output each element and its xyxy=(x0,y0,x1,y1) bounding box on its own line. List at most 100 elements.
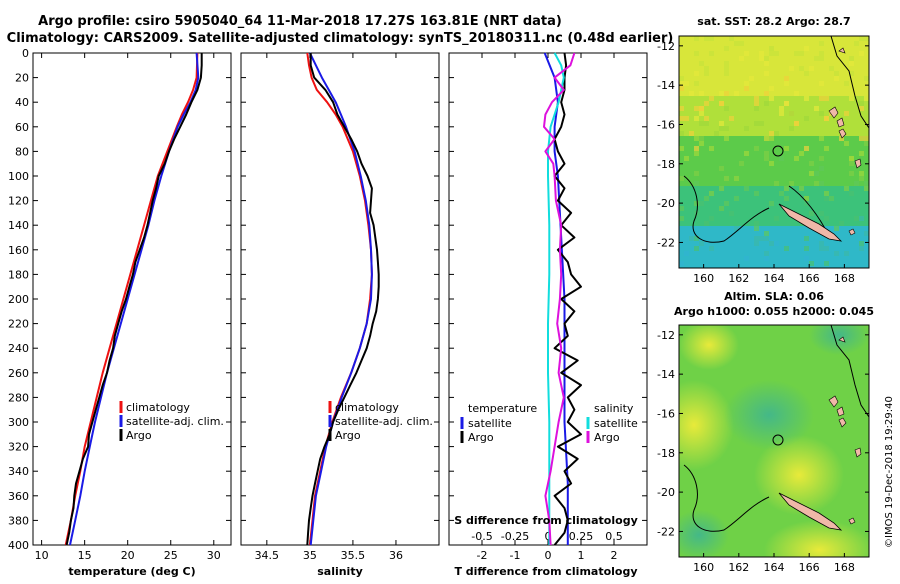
depth-tick-label: 20 xyxy=(15,72,29,85)
lon-tick-label: 162 xyxy=(728,561,749,574)
s-diff-tick-label: -0.25 xyxy=(501,530,529,543)
legend-label-climatology: climatology xyxy=(335,401,399,414)
series-line-t-satellite xyxy=(543,52,569,545)
legend-label-satellite: satellite-adj. clim. xyxy=(335,415,433,428)
depth-tick-label: 360 xyxy=(8,490,29,503)
depth-tick-label: 240 xyxy=(8,342,29,355)
lat-tick-label: -18 xyxy=(657,447,675,460)
x-tick-label: -1 xyxy=(510,549,521,562)
s-diff-tick-label: 0.5 xyxy=(605,530,623,543)
x-tick-label: 36 xyxy=(389,549,403,562)
s-diff-tick-label: 0 xyxy=(545,530,552,543)
argo-location-marker xyxy=(772,145,784,157)
depth-tick-label: 200 xyxy=(8,293,29,306)
x-tick-label: 1 xyxy=(578,549,585,562)
depth-tick-label: 320 xyxy=(8,441,29,454)
depth-tick-label: 280 xyxy=(8,391,29,404)
s-diff-tick-label: 0.25 xyxy=(569,530,594,543)
lon-tick-label: 168 xyxy=(834,272,855,285)
salinity-legend: climatology satellite-adj. clim. Argo xyxy=(328,401,433,442)
sla-map-title-2: Argo h1000: 0.055 h2000: 0.045 xyxy=(674,305,874,318)
lat-tick-label: -14 xyxy=(657,368,675,381)
depth-tick-label: 380 xyxy=(8,514,29,527)
lat-tick-label: -20 xyxy=(657,486,675,499)
sst-map: sat. SST: 28.2 Argo: 28.7 -12 -14 -16 -18 -2… xyxy=(657,15,870,285)
depth-tick-label: 80 xyxy=(15,145,29,158)
lat-tick-label: -22 xyxy=(657,236,675,249)
x-tick-label: 30 xyxy=(207,549,221,562)
temperature-x-label: temperature (deg C) xyxy=(68,565,195,578)
difference-series xyxy=(543,52,582,546)
depth-tick-label: 260 xyxy=(8,367,29,380)
x-tick-label: 25 xyxy=(164,549,178,562)
legend-title-salinity: salinity xyxy=(594,402,634,415)
x-tick-label: 34.5 xyxy=(255,549,280,562)
temperature-series xyxy=(64,52,203,546)
series-line-satellite-adj-clim- xyxy=(309,52,373,546)
lon-tick-label: 166 xyxy=(799,561,820,574)
sst-map-image xyxy=(679,36,869,268)
temperature-x-axis: 10 15 20 25 30 xyxy=(35,53,221,562)
sla-lat-axis: -12 -14 -16 -18 -20 -22 xyxy=(657,329,869,538)
temperature-plot-frame xyxy=(32,52,232,546)
legend-label-t-argo: Argo xyxy=(468,431,494,444)
legend-label-argo: Argo xyxy=(335,429,361,442)
argo-location-marker xyxy=(772,434,784,446)
lat-tick-label: -22 xyxy=(657,525,675,538)
lat-tick-label: -20 xyxy=(657,197,675,210)
lon-tick-label: 168 xyxy=(834,561,855,574)
x-tick-label: 35.5 xyxy=(341,549,366,562)
legend-label-argo: Argo xyxy=(126,429,152,442)
x-tick-label: 20 xyxy=(121,549,135,562)
sla-map-title-1: Altim. SLA: 0.06 xyxy=(724,290,824,303)
lon-tick-label: 164 xyxy=(764,272,785,285)
s-difference-inner-axis: -0.5 -0.25 0 0.25 0.5 xyxy=(471,530,622,543)
figure-title-line2: Climatology: CARS2009. Satellite-adjuste… xyxy=(7,31,674,46)
salinity-plot-frame xyxy=(240,52,440,546)
x-tick-label: 0 xyxy=(545,549,552,562)
difference-panel: -2 -1 0 1 2 -0.5 -0.25 0 0.25 0.5 T difference f… xyxy=(448,52,648,578)
depth-tick-label: 340 xyxy=(8,465,29,478)
lon-tick-label: 164 xyxy=(764,561,785,574)
series-line-climatology xyxy=(64,52,199,546)
x-tick-label: 2 xyxy=(611,549,618,562)
s-difference-label: S difference from climatology xyxy=(454,514,638,527)
lat-tick-label: -18 xyxy=(657,158,675,171)
difference-legend: temperature satellite Argo salinity sate… xyxy=(460,402,638,444)
depth-tick-label: 400 xyxy=(8,539,29,552)
x-tick-label: -2 xyxy=(477,549,488,562)
figure-title-line1: Argo profile: csiro 5905040_64 11-Mar-20… xyxy=(38,14,562,29)
copyright-stamp: ©IMOS 19-Dec-2018 19:29:40 xyxy=(884,396,895,548)
legend-label-s-argo: Argo xyxy=(594,431,620,444)
lon-tick-label: 160 xyxy=(693,272,714,285)
depth-tick-label: 220 xyxy=(8,318,29,331)
temperature-panel: 0 20 40 60 80 100 120 140 160 180 200 220 240 260 280 3… xyxy=(8,47,232,578)
legend-label-climatology: climatology xyxy=(126,401,190,414)
salinity-x-label: salinity xyxy=(317,565,363,578)
series-line-t-argo xyxy=(553,52,582,546)
lat-tick-label: -16 xyxy=(657,407,675,420)
depth-tick-label: 60 xyxy=(15,121,29,134)
sla-lon-axis: 160 162 164 166 168 xyxy=(693,553,855,574)
difference-depth-ticks xyxy=(449,52,647,546)
t-difference-x-axis: -2 -1 0 1 2 xyxy=(477,53,618,562)
legend-title-temperature: temperature xyxy=(468,402,537,415)
x-tick-label: 35 xyxy=(303,549,317,562)
sst-lat-axis: -12 -14 -16 -18 -20 -22 xyxy=(657,40,869,249)
lat-tick-label: -16 xyxy=(657,118,675,131)
depth-tick-label: 300 xyxy=(8,416,29,429)
depth-tick-label: 100 xyxy=(8,170,29,183)
series-line-satellite-adj-clim- xyxy=(69,52,200,546)
legend-label-satellite: satellite-adj. clim. xyxy=(126,415,224,428)
t-difference-x-label: T difference from climatology xyxy=(454,565,637,578)
sst-map-title: sat. SST: 28.2 Argo: 28.7 xyxy=(697,15,850,28)
series-line-argo xyxy=(306,53,380,546)
depth-tick-label: 40 xyxy=(15,96,29,109)
sla-map: Altim. SLA: 0.06 Argo h1000: 0.055 h2000… xyxy=(657,290,874,574)
depth-tick-label: 0 xyxy=(22,47,29,60)
depth-tick-label: 180 xyxy=(8,268,29,281)
x-tick-label: 10 xyxy=(35,549,49,562)
sst-pixel-texture xyxy=(679,36,869,266)
lat-tick-label: -12 xyxy=(657,40,675,53)
